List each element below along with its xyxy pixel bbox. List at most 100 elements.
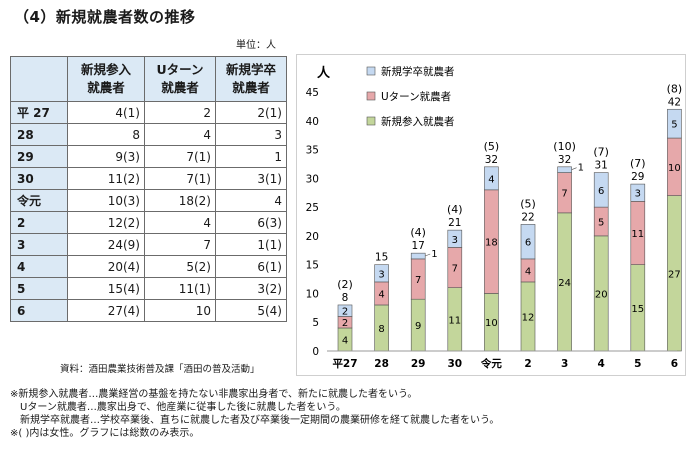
bar-segment [484, 166, 499, 191]
segment-value-label: 8 [378, 324, 384, 335]
new-entrant-cell: 20(4) [67, 255, 145, 278]
y-axis-unit: 人 [317, 65, 331, 81]
table-header-row: 新規参入 就農者 Uターン 就農者 新規学卒 就農者 [10, 56, 287, 102]
data-table: 新規参入 就農者 Uターン 就農者 新規学卒 就農者 平 27 4(1) 2 2(1) 28… [10, 56, 287, 322]
y-tick-label: 45 [306, 87, 319, 99]
year-cell: 2 [10, 211, 68, 234]
segment-value-label: 9 [415, 321, 421, 332]
table-row: 29 9(3) 7(1) 1 [10, 145, 287, 168]
female-total-label: (8) [667, 82, 683, 95]
segment-value-label: 10 [485, 318, 498, 329]
x-tick-label: 3 [561, 358, 568, 370]
x-tick-label: 平27 [332, 358, 357, 370]
total-label: 31 [595, 160, 608, 172]
bar-segment [337, 304, 353, 317]
new-grad-cell: 6(1) [215, 255, 287, 278]
total-label: 32 [485, 154, 498, 166]
new-entrant-cell: 15(4) [67, 277, 145, 300]
bar-segment [374, 264, 389, 283]
segment-value-label: 3 [378, 269, 384, 280]
footnote-line: 新規学卒就農者…学校卒業後、直ちに就農した者及び卒業後一定期間の農業研修を経て就… [10, 415, 500, 426]
new-entrant-cell: 12(2) [67, 211, 145, 234]
bars: 4228(2)8431597117(4)117321(4)1018432(5)1… [337, 82, 683, 352]
column-header-line: Uターン [156, 62, 204, 77]
column-header-line: 就農者 [232, 80, 270, 95]
bar-group: 11 7 3 21(4) [447, 203, 463, 352]
female-total-label: (7) [593, 146, 609, 159]
new-grad-cell: 1 [215, 145, 287, 168]
source-caption: 資料：酒田農業技術普及課「酒田の普及活動」 [60, 364, 260, 375]
bar-group: 24 7 1 32(10) [553, 140, 584, 352]
u-turn-cell: 11(1) [144, 277, 216, 300]
total-label: 42 [668, 96, 681, 108]
year-cell: 4 [10, 255, 68, 278]
u-turn-cell: 5(2) [144, 255, 216, 278]
y-tick-label: 10 [306, 288, 319, 300]
bar-segment [667, 108, 682, 139]
u-turn-cell: 18(2) [144, 189, 216, 212]
table-row: 5 15(4) 11(1) 3(2) [10, 277, 287, 300]
segment-value-label: 2 [342, 307, 348, 318]
segment-value-label: 27 [668, 269, 681, 280]
bar-segment [447, 229, 463, 248]
year-cell: 29 [10, 145, 68, 168]
column-header-new-grad: 新規学卒 就農者 [215, 56, 287, 102]
bar-group: 4 22 8(2) [337, 278, 353, 352]
y-tick-label: 0 [312, 346, 319, 358]
total-label: 22 [521, 211, 534, 223]
bar-group: 20 5 6 31(7) [593, 146, 609, 352]
segment-value-label: 6 [598, 186, 604, 197]
segment-value-label: 10 [668, 163, 681, 174]
new-entrant-cell: 11(2) [67, 167, 145, 190]
female-total-label: (4) [410, 226, 426, 239]
y-tick-label: 5 [312, 317, 319, 329]
female-total-label: (2) [337, 278, 353, 291]
table-row: 2 12(2) 4 6(3) [10, 211, 287, 234]
y-tick-label: 35 [306, 145, 319, 157]
bar-group: 15 11 3 29(7) [630, 157, 646, 352]
segment-value-label: 5 [671, 120, 677, 131]
u-turn-cell: 4 [144, 211, 216, 234]
new-entrant-cell: 10(3) [67, 189, 145, 212]
segment-value-label: 7 [415, 275, 421, 286]
segment-value-label: 4 [342, 335, 348, 346]
table-row: 6 27(4) 10 5(4) [10, 299, 287, 322]
u-turn-cell: 10 [144, 299, 216, 322]
new-grad-cell: 3(2) [215, 277, 287, 300]
u-turn-cell: 4 [144, 123, 216, 146]
column-header-line: 就農者 [161, 80, 199, 95]
chart-frame: 人 0 5 10 15 20 25 30 35 40 45 新規学卒就農者 Uターン就農者 新規参入就… [296, 54, 686, 376]
year-cell: 平 27 [10, 101, 68, 124]
legend-label: 新規参入就農者 [381, 115, 455, 128]
u-turn-cell: 2 [144, 101, 216, 124]
y-tick-label: 15 [306, 260, 319, 272]
table-row: 3 24(9) 7 1(1) [10, 233, 287, 256]
bar-segment [630, 183, 646, 202]
segment-value-label: 11 [448, 315, 461, 326]
y-tick-label: 25 [306, 202, 319, 214]
column-header-line: 新規学卒 [225, 62, 276, 77]
x-tick-label: 4 [598, 358, 605, 370]
year-cell: 5 [10, 277, 68, 300]
new-entrant-cell: 27(4) [67, 299, 145, 322]
table-row: 平 27 4(1) 2 2(1) [10, 101, 287, 124]
total-label: 32 [558, 154, 571, 166]
x-tick-label: 令元 [480, 357, 502, 370]
table-row: 令元 10(3) 18(2) 4 [10, 189, 287, 212]
new-entrant-cell: 4(1) [67, 101, 145, 124]
x-tick-label: 29 [411, 358, 426, 370]
total-label: 21 [448, 217, 461, 229]
total-label: 8 [342, 292, 349, 304]
year-cell: 3 [10, 233, 68, 256]
year-cell: 6 [10, 299, 68, 322]
total-label: 17 [412, 240, 425, 252]
legend-label: Uターン就農者 [381, 90, 451, 103]
legend-swatch [366, 116, 376, 126]
segment-value-label: 6 [525, 238, 531, 249]
new-entrant-cell: 24(9) [67, 233, 145, 256]
table-row: 4 20(4) 5(2) 6(1) [10, 255, 287, 278]
segment-value-label: 5 [598, 218, 604, 229]
label-leader [425, 253, 431, 257]
